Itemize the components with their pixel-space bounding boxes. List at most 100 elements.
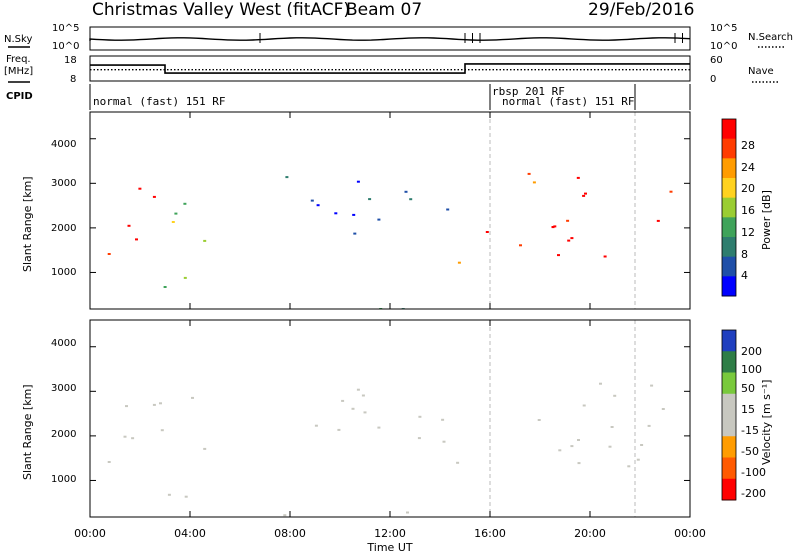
nave-tick-right-bottom: 0 (710, 74, 716, 85)
power-cell (669, 190, 673, 193)
power-cell (485, 231, 489, 233)
power-cell (310, 199, 314, 202)
velocity-cell (356, 388, 360, 391)
velocity-cell (417, 437, 421, 440)
power-cell (567, 239, 571, 242)
velocity-cell (577, 462, 581, 465)
power-cell (163, 286, 167, 288)
power-cell (135, 238, 138, 241)
power-colorbar-swatch (722, 276, 736, 297)
power-cell (138, 187, 142, 190)
velocity-colorbar-swatch (722, 393, 736, 416)
power-cell (152, 195, 156, 198)
power-colorbar-swatch (722, 119, 736, 140)
velocity-cell (167, 493, 171, 496)
nsky-tick-left-bottom: 10^0 (52, 41, 79, 52)
power-cbar-tick: 20 (741, 182, 755, 195)
power-cell (107, 253, 111, 255)
power-cell (203, 239, 207, 242)
freq-tick-left-bottom: 8 (70, 74, 76, 85)
velocity-cell (613, 394, 617, 397)
power-colorbar-swatch (722, 158, 736, 179)
power-cell (183, 202, 187, 205)
velocity-scatter (107, 320, 690, 517)
velocity-cbar-tick: 50 (741, 382, 755, 395)
velocity-cbar-tick: 15 (741, 403, 755, 416)
power-cell (519, 244, 522, 247)
freq-panel-frame (89, 55, 691, 82)
power-cell (171, 221, 175, 223)
velocity-axis-ticks (89, 320, 691, 517)
velocity-cbar-tick: -100 (741, 466, 766, 479)
velocity-cell (441, 418, 445, 421)
xtick-label: 16:00 (474, 527, 506, 540)
power-cell (409, 198, 413, 201)
power-cbar-tick: 16 (741, 204, 755, 217)
velocity-cell (363, 411, 367, 414)
power-colorbar-swatch (722, 256, 736, 277)
velocity-colorbar-swatch (722, 457, 736, 480)
power-colorbar-swatch (722, 138, 736, 159)
cpid-mode-label: rbsp 201 RF (492, 85, 565, 98)
velocity-cell (599, 382, 602, 385)
power-colorbar-swatch (722, 217, 736, 238)
xtick-label: 00:00 (74, 527, 106, 540)
power-cell (356, 180, 360, 183)
velocity-colorbar-frame (721, 329, 737, 501)
freq-label-line1: Freq. (6, 54, 31, 65)
power-cbar-tick: 12 (741, 226, 755, 239)
velocity-cell (351, 407, 355, 410)
velocity-cell (341, 399, 345, 402)
nsky-tick-left-top: 10^5 (52, 23, 79, 34)
power-colorbar-frame (721, 118, 737, 297)
station-title: Christmas Valley West (fitACF) (92, 0, 350, 20)
velocity-cell (377, 426, 381, 429)
velocity-cell (418, 415, 422, 418)
power-cell (353, 232, 357, 235)
power-cell (446, 208, 450, 211)
power-cbar-tick: 24 (741, 161, 755, 174)
power-cell (527, 172, 531, 175)
power-ytick: 1000 (51, 267, 76, 278)
power-cell (352, 213, 356, 216)
power-colorbar-swatch (722, 237, 736, 258)
velocity-cbar-tick: 200 (741, 345, 762, 358)
power-panel-frame (89, 111, 691, 310)
power-cell (570, 237, 574, 240)
power-cell (404, 190, 408, 193)
velocity-colorbar-swatch (722, 372, 736, 395)
nsky-spikes (259, 33, 683, 43)
cpid-mode-label: normal (fast) 151 RF (502, 95, 634, 108)
velocity-cell (191, 396, 194, 399)
power-colorbar-swatch (722, 197, 736, 218)
power-colorbar-swatch (722, 178, 736, 199)
power-colorbar-label: Power [dB] (760, 190, 773, 250)
power-cell (316, 204, 320, 207)
power-cell (285, 176, 289, 179)
power-cell (334, 212, 338, 215)
velocity-cell (107, 461, 111, 463)
velocity-colorbar-swatch (722, 436, 736, 458)
xtick-label: 12:00 (374, 527, 406, 540)
power-cell (174, 212, 178, 215)
velocity-ytick: 1000 (51, 474, 76, 485)
power-cell (582, 194, 586, 197)
velocity-cell (337, 428, 341, 431)
velocity-colorbar-swatch (722, 330, 736, 352)
velocity-cell (577, 439, 580, 441)
power-axis-ticks (89, 112, 691, 309)
power-cell (377, 218, 381, 221)
xtick-label: 04:00 (174, 527, 206, 540)
power-cell (553, 225, 557, 228)
velocity-cell (647, 424, 651, 427)
xaxis-label: Time UT (366, 541, 412, 554)
velocity-cell (203, 447, 207, 450)
power-cbar-tick: 4 (741, 269, 748, 282)
nsearch-label: N.Search (748, 32, 793, 43)
power-scatter (107, 112, 673, 309)
xtick-label: 20:00 (574, 527, 606, 540)
velocity-cell (361, 394, 365, 397)
velocity-cell (160, 429, 164, 432)
velocity-cell (283, 514, 287, 517)
